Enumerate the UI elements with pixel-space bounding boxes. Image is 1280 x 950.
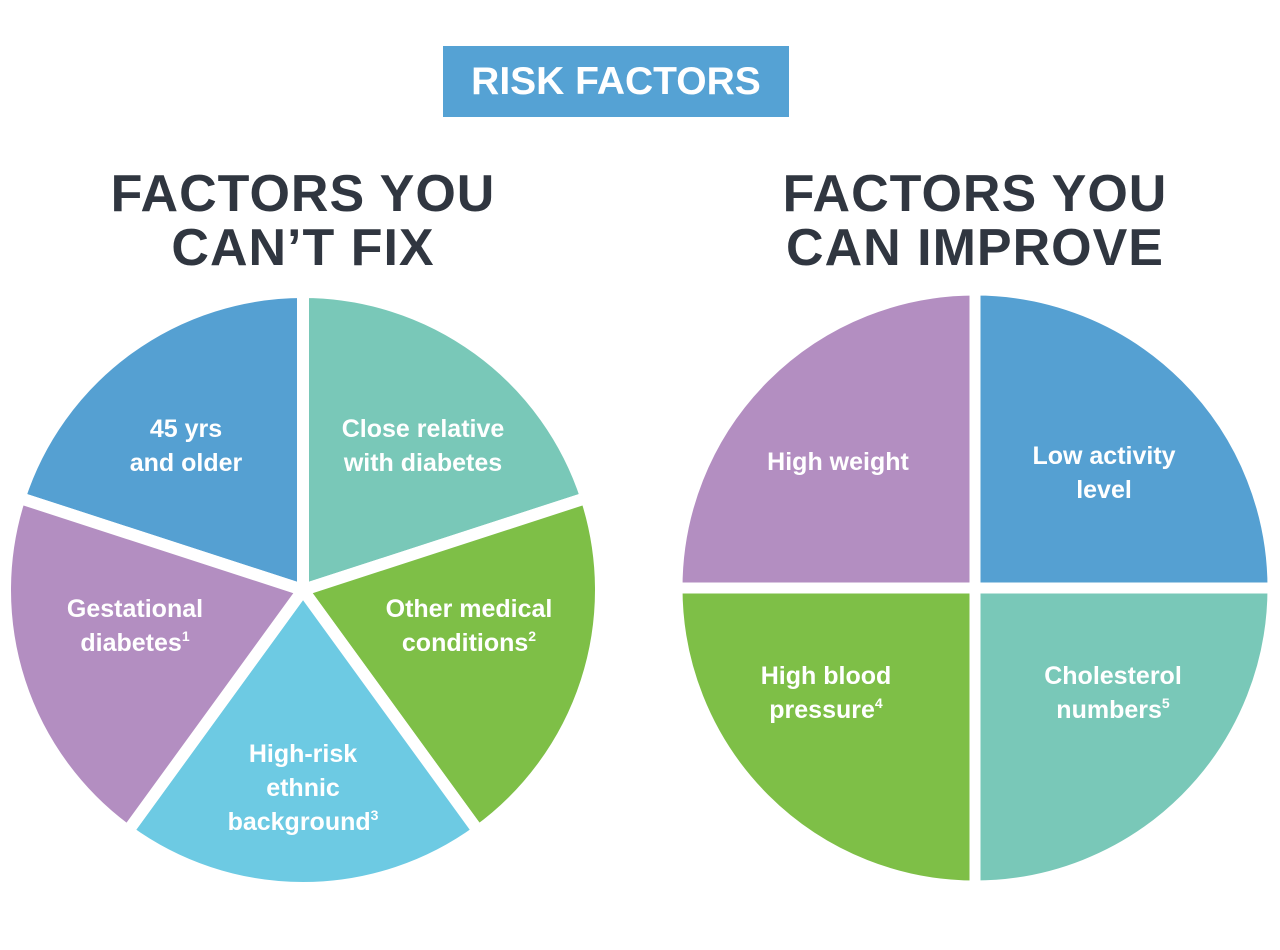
segment-label-line: diabetes [80,629,181,657]
footnote-marker: 2 [528,628,536,644]
risk-factors-banner: RISK FACTORS [443,46,789,117]
pie-segment-blood-pressure [671,582,981,892]
banner-title: RISK FACTORS [471,59,761,103]
segment-label-line: level [1076,476,1132,504]
footnote-marker: 4 [875,695,883,711]
pie-segment-cholesterol [969,582,1279,892]
segment-label-line: Cholesterol [1044,662,1182,690]
pie-outline [0,287,606,893]
segment-label-line: High-risk [249,740,357,768]
segment-label-cholesterol: Cholesterol numbers5 [1044,662,1182,724]
footnote-marker: 5 [1162,695,1170,711]
segment-label-blood-pressure: High blood pressure4 [761,662,892,724]
can-improve-heading-line2: CAN IMPROVE [786,219,1164,277]
can-improve-heading: FACTORS YOU CAN IMPROVE [715,167,1235,275]
segment-label-line: High weight [767,448,909,476]
segment-label-activity: Low activity level [1032,442,1175,504]
segment-label-relative: Close relative with diabetes [342,415,505,477]
segment-label-line: 45 yrs [150,415,222,443]
segment-label-weight: High weight [767,448,909,476]
segment-label-gestational: Gestational diabetes1 [67,595,203,657]
pie-segment-weight [671,284,981,594]
segment-label-line: pressure [769,696,875,724]
pie-segment-activity [969,284,1279,594]
segment-label-line: numbers [1056,696,1162,724]
segment-label-medical: Other medical conditions2 [386,595,553,657]
can-improve-heading-line1: FACTORS YOU [782,165,1168,223]
segment-label-line: and older [130,449,243,477]
segment-label-line: High blood [761,662,892,690]
footnote-marker: 3 [371,807,379,823]
cant-fix-heading-line2: CAN’T FIX [171,219,435,277]
segment-label-line: background [228,808,371,836]
segment-label-ethnic: High-risk ethnic background3 [228,740,379,836]
cant-fix-pie: 45 yrs and older Close relative with diabet… [0,285,607,894]
segment-label-line: with diabetes [343,449,502,477]
cant-fix-heading-line1: FACTORS YOU [110,165,496,223]
segment-label-line: Close relative [342,415,505,443]
footnote-marker: 1 [182,628,190,644]
segment-label-line: ethnic [266,774,340,802]
segment-label-line: Gestational [67,595,203,623]
can-improve-pie: High weight Low activity level High blood pr… [671,284,1279,892]
segment-label-age: 45 yrs and older [130,415,243,477]
segment-label-line: Low activity [1032,442,1175,470]
segment-label-line: Other medical [386,595,553,623]
segment-label-line: conditions [402,629,528,657]
cant-fix-heading: FACTORS YOU CAN’T FIX [43,167,563,275]
